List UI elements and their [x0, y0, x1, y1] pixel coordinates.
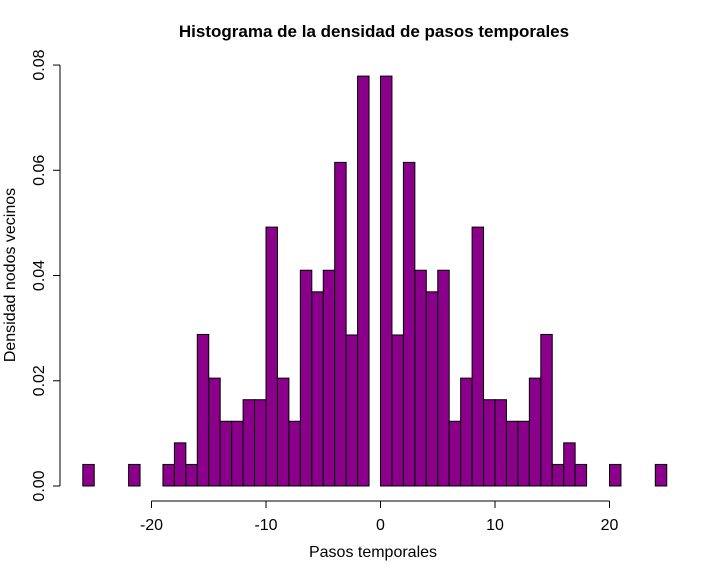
- y-axis: 0.00 0.02 0.04 0.06 0.08: [31, 49, 61, 502]
- histogram-bar: [391, 334, 404, 487]
- histogram-bar: [276, 377, 290, 487]
- histogram-bar: [654, 463, 668, 487]
- histogram-bar: [540, 333, 553, 487]
- histogram-bar: [402, 161, 416, 487]
- histogram-bar: [334, 161, 347, 487]
- histogram-bar: [162, 463, 175, 487]
- x-axis-label: Pasos temporales: [309, 544, 437, 561]
- y-tick-label: 0.04: [31, 260, 48, 291]
- x-tick-label: -10: [254, 517, 277, 534]
- histogram-bar: [219, 420, 233, 487]
- histogram-bar: [82, 463, 95, 487]
- x-tick-label: 0: [376, 517, 385, 534]
- histogram-bar: [563, 442, 576, 487]
- histogram-bar: [609, 463, 622, 487]
- histogram-bar: [380, 75, 393, 487]
- x-tick-label: 10: [486, 517, 504, 534]
- histogram-bar: [208, 377, 221, 487]
- histogram-bar: [357, 75, 370, 487]
- histogram-bar: [322, 269, 336, 487]
- histogram-bar: [231, 420, 244, 487]
- x-tick-label: 20: [601, 517, 619, 534]
- histogram-bar: [471, 226, 485, 487]
- histogram-bar: [345, 334, 359, 487]
- histogram-bar: [265, 226, 278, 487]
- bars-group: [82, 75, 668, 487]
- y-tick-label: 0.02: [31, 365, 48, 396]
- histogram-bar: [528, 377, 542, 487]
- y-tick-label: 0.06: [31, 155, 48, 186]
- histogram-bar: [425, 291, 439, 487]
- histogram-bar: [448, 420, 462, 487]
- histogram-bar: [173, 442, 187, 487]
- histogram-bar: [414, 269, 427, 487]
- histogram-bar: [551, 463, 565, 487]
- histogram-bar: [505, 420, 519, 487]
- chart-title: Histograma de la densidad de pasos tempo…: [179, 22, 569, 41]
- histogram-bar: [185, 463, 198, 487]
- histogram-bar: [460, 377, 473, 487]
- y-tick-label: 0.08: [31, 49, 48, 80]
- histogram-bar: [311, 291, 324, 487]
- histogram-bar: [574, 463, 588, 487]
- histogram-bar: [288, 420, 301, 487]
- x-tick-label: -20: [140, 517, 163, 534]
- histogram-bar: [254, 399, 267, 487]
- histogram-bar: [437, 269, 450, 487]
- histogram-bar: [242, 399, 256, 487]
- histogram-bar: [517, 420, 530, 487]
- histogram-bar: [196, 333, 210, 487]
- y-axis-label: Densidad nodos vecinos: [2, 188, 19, 362]
- x-axis: -20 -10 0 10 20: [140, 500, 619, 534]
- histogram-bar: [483, 399, 496, 487]
- histogram-bar: [494, 399, 507, 487]
- histogram-bar: [299, 269, 313, 487]
- y-tick-label: 0.00: [31, 470, 48, 501]
- histogram-bar: [128, 463, 141, 487]
